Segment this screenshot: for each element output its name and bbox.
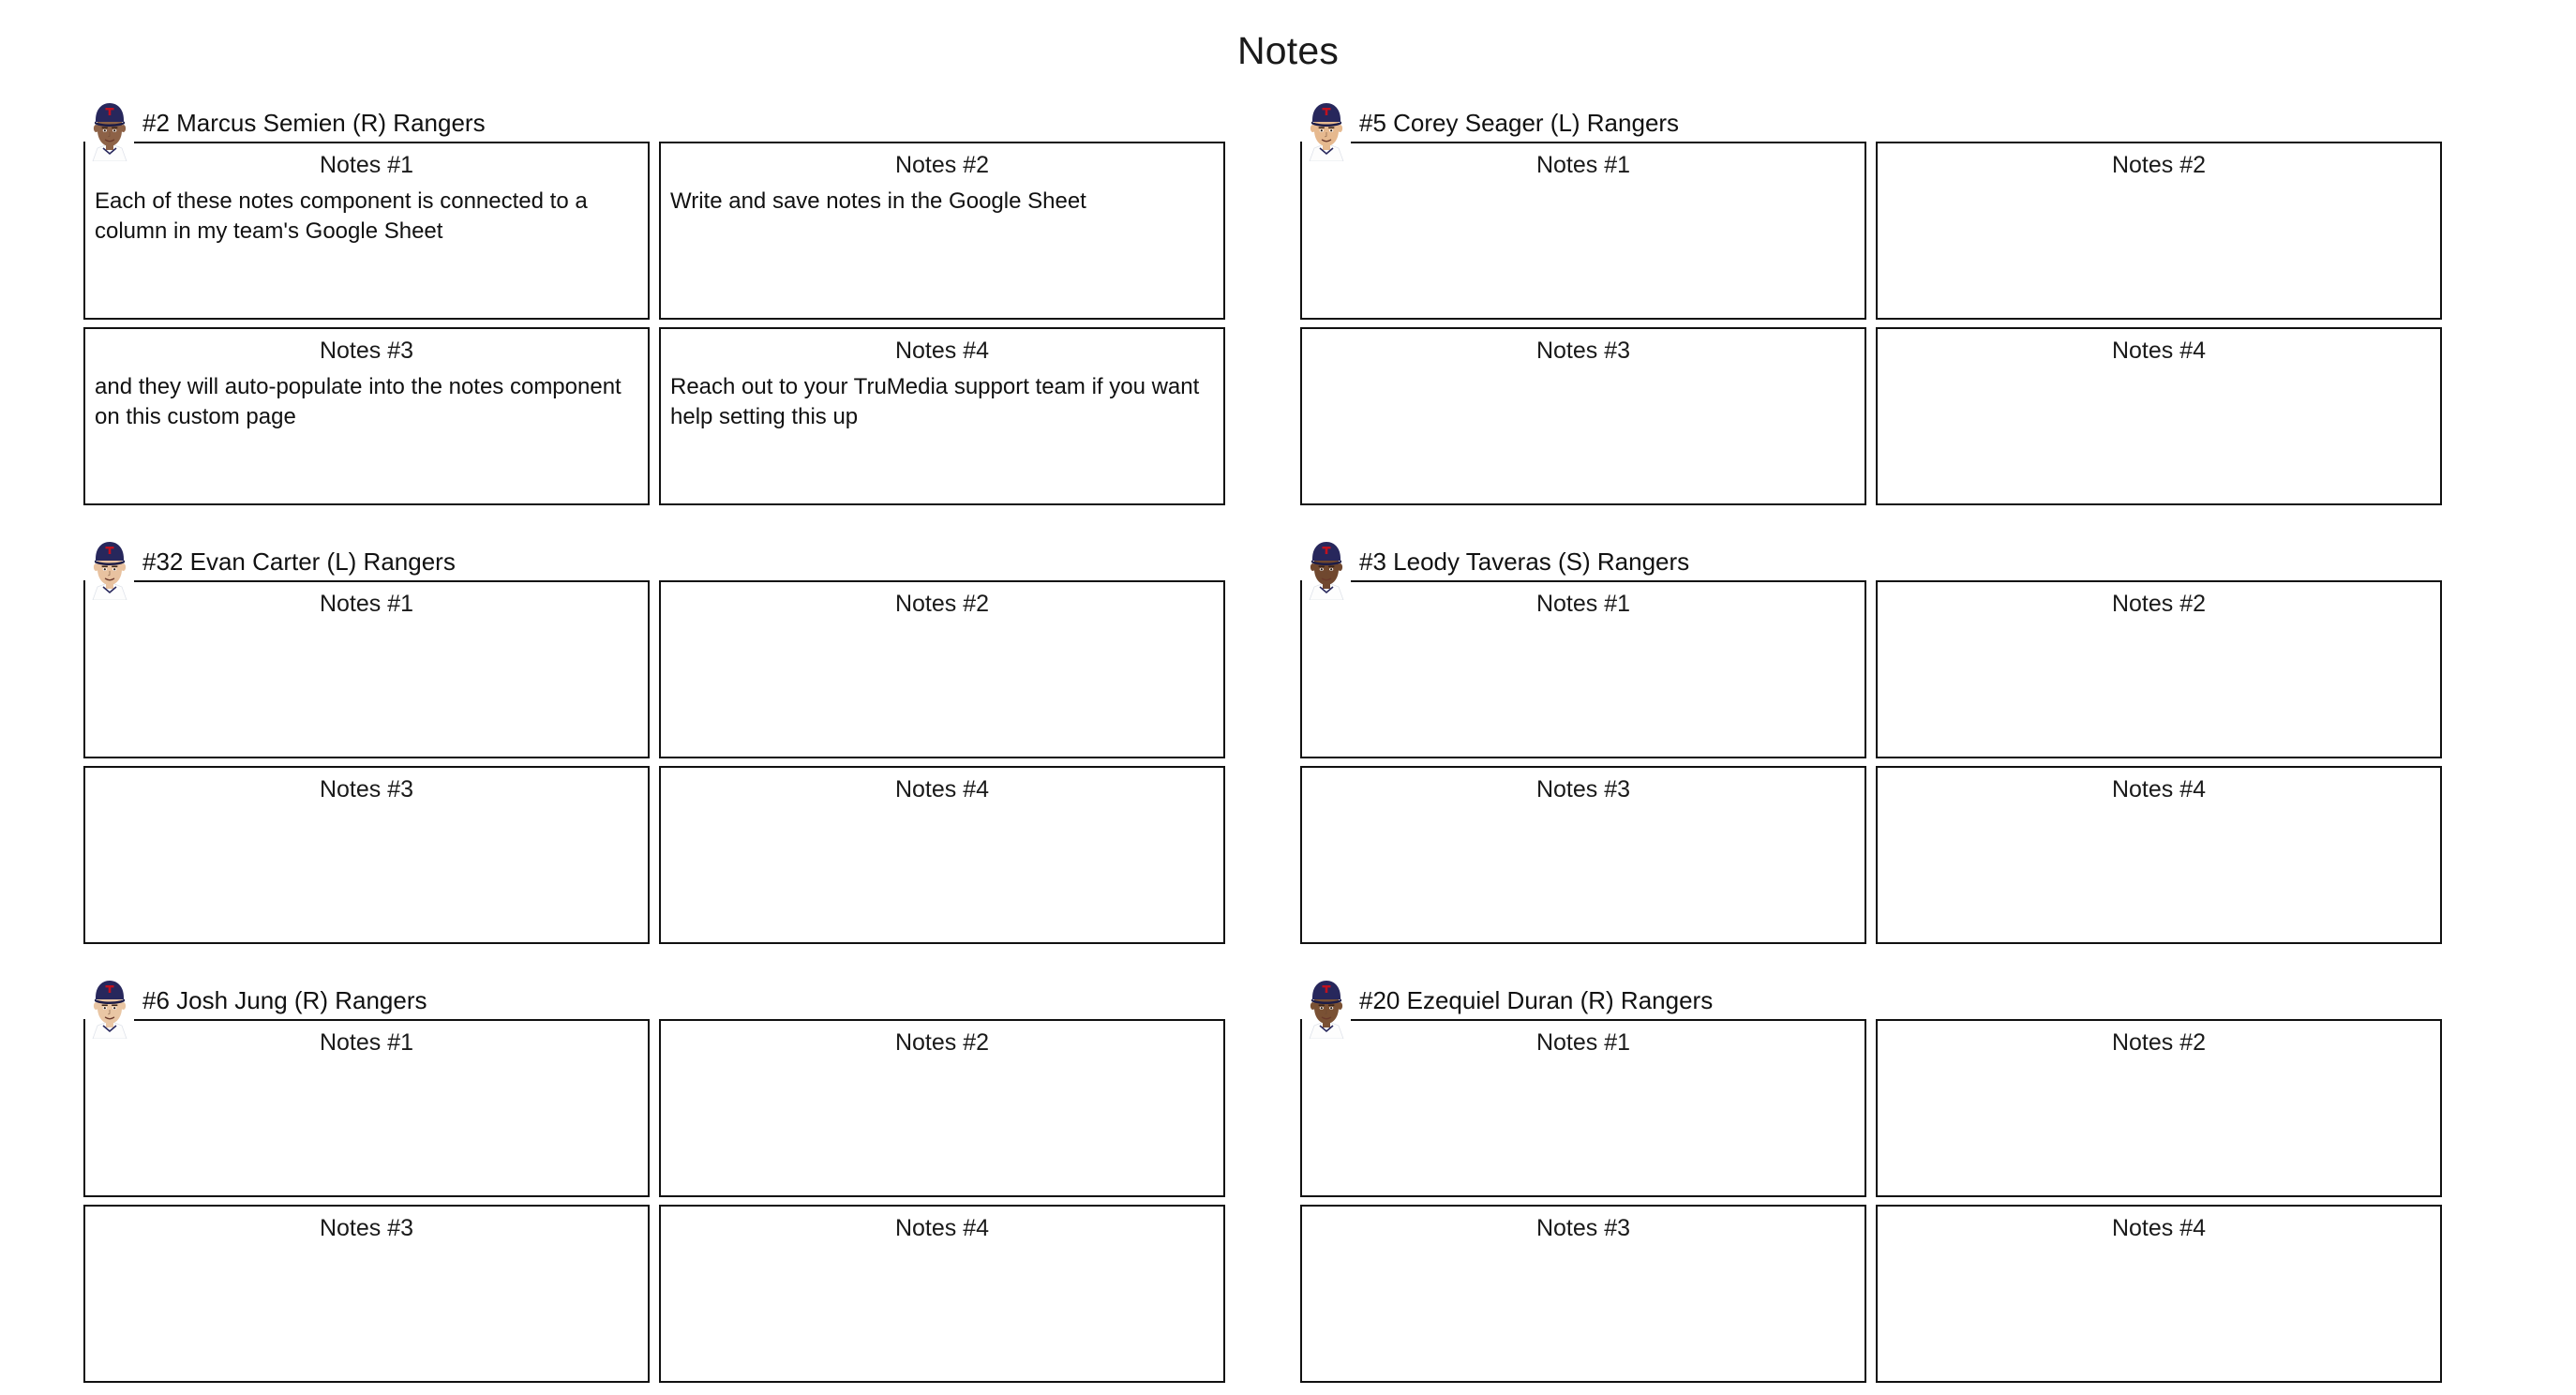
note-title: Notes #4 [2111,338,2207,364]
notes-grid: Notes #1 Notes #2 Notes #3 Notes #4 [1300,142,2463,505]
note-body-text[interactable] [1311,187,1855,188]
note-cell-3[interactable]: Notes #3 [1300,327,1866,505]
player-card: #20 Ezequiel Duran (R) Rangers Notes #1 No… [1300,977,2463,1383]
note-body-text[interactable] [670,1064,1214,1065]
note-body-text[interactable] [1887,811,2431,812]
note-body-text[interactable]: Each of these notes component is connect… [95,188,594,244]
player-cards-grid: #2 Marcus Semien (R) Rangers Notes #1 Each… [83,99,2442,1383]
player-card: #5 Corey Seager (L) Rangers Notes #1 Notes… [1300,99,2463,505]
note-cell-1[interactable]: Notes #1 [1300,142,1866,320]
note-body-text[interactable] [1311,625,1855,626]
note-title: Notes #4 [2111,776,2207,802]
note-title: Notes #1 [1535,152,1631,178]
note-cell-1[interactable]: Notes #1 [83,1019,650,1197]
note-title: Notes #1 [1535,591,1631,617]
note-cell-3[interactable]: Notes #3 [1300,766,1866,944]
note-title: Notes #3 [319,776,414,802]
note-cell-4[interactable]: Notes #4 [1876,327,2442,505]
notes-grid: Notes #1 Notes #2 Notes #3 Notes #4 [1300,1019,2463,1383]
note-title: Notes #2 [2111,1029,2207,1056]
player-header: #3 Leody Taveras (S) Rangers [1300,538,2463,600]
note-cell-2[interactable]: Notes #2 [1876,142,2442,320]
note-body-text[interactable] [95,811,638,812]
note-body-text[interactable] [670,625,1214,626]
note-cell-3[interactable]: Notes #3 [1300,1205,1866,1383]
note-title: Notes #4 [894,338,990,364]
note-body-text[interactable] [1311,372,1855,373]
note-title: Notes #3 [319,1215,414,1241]
player-header: #5 Corey Seager (L) Rangers [1300,99,2463,161]
note-cell-4[interactable]: Notes #4 [659,766,1225,944]
note-title: Notes #4 [2111,1215,2207,1241]
note-cell-2[interactable]: Notes #2 [1876,580,2442,758]
player-card: #32 Evan Carter (L) Rangers Notes #1 Notes… [83,538,1246,944]
player-card: #6 Josh Jung (R) Rangers Notes #1 Notes #2… [83,977,1246,1383]
note-title: Notes #4 [894,1215,990,1241]
note-cell-1[interactable]: Notes #1 [1300,580,1866,758]
player-card: #2 Marcus Semien (R) Rangers Notes #1 Each… [83,99,1246,505]
note-body-text[interactable] [670,811,1214,812]
note-title: Notes #4 [894,776,990,802]
note-body-text[interactable]: and they will auto-populate into the not… [95,373,628,429]
player-header: #6 Josh Jung (R) Rangers [83,977,1246,1039]
note-body-text[interactable]: Write and save notes in the Google Sheet [670,188,1086,214]
note-body-text[interactable] [95,1250,638,1251]
player-name-label: #5 Corey Seager (L) Rangers [1359,109,1680,138]
player-name-label: #20 Ezequiel Duran (R) Rangers [1359,986,1714,1015]
note-title: Notes #3 [319,338,414,364]
note-cell-1[interactable]: Notes #1 Each of these notes component is… [83,142,650,320]
note-body-text[interactable] [95,1064,638,1065]
note-body-text[interactable] [1887,1064,2431,1065]
note-title: Notes #1 [319,1029,414,1056]
notes-grid: Notes #1 Notes #2 Notes #3 Notes #4 [83,580,1246,944]
notes-grid: Notes #1 Notes #2 Notes #3 Notes #4 [83,1019,1246,1383]
player-header: #20 Ezequiel Duran (R) Rangers [1300,977,2463,1039]
note-body-text[interactable] [1887,1250,2431,1251]
note-cell-3[interactable]: Notes #3 and they will auto-populate into… [83,327,650,505]
note-title: Notes #2 [894,1029,990,1056]
note-body-text[interactable] [1887,625,2431,626]
note-title: Notes #3 [1535,776,1631,802]
note-title: Notes #2 [2111,591,2207,617]
note-cell-3[interactable]: Notes #3 [83,1205,650,1383]
note-title: Notes #2 [894,152,990,178]
note-title: Notes #1 [319,152,414,178]
note-cell-2[interactable]: Notes #2 [659,1019,1225,1197]
player-card: #3 Leody Taveras (S) Rangers Notes #1 Note… [1300,538,2463,944]
note-cell-1[interactable]: Notes #1 [83,580,650,758]
player-name-label: #3 Leody Taveras (S) Rangers [1359,548,1690,577]
note-body-text[interactable] [1311,1250,1855,1251]
player-header: #32 Evan Carter (L) Rangers [83,538,1246,600]
note-cell-3[interactable]: Notes #3 [83,766,650,944]
note-body-text[interactable] [1311,1064,1855,1065]
page-title: Notes [1236,29,1340,72]
note-cell-1[interactable]: Notes #1 [1300,1019,1866,1197]
note-title: Notes #1 [319,591,414,617]
note-body-text[interactable] [670,1250,1214,1251]
note-body-text[interactable] [1887,187,2431,188]
note-cell-2[interactable]: Notes #2 Write and save notes in the Goog… [659,142,1225,320]
note-body-text[interactable] [1887,372,2431,373]
note-cell-4[interactable]: Notes #4 [1876,766,2442,944]
note-cell-4[interactable]: Notes #4 Reach out to your TruMedia suppo… [659,327,1225,505]
note-title: Notes #2 [894,591,990,617]
player-name-label: #2 Marcus Semien (R) Rangers [142,109,486,138]
note-body-text[interactable] [1311,811,1855,812]
player-name-label: #6 Josh Jung (R) Rangers [142,986,427,1015]
note-title: Notes #1 [1535,1029,1631,1056]
player-name-label: #32 Evan Carter (L) Rangers [142,548,456,577]
note-title: Notes #3 [1535,1215,1631,1241]
note-body-text[interactable] [95,625,638,626]
note-cell-2[interactable]: Notes #2 [1876,1019,2442,1197]
note-body-text[interactable]: Reach out to your TruMedia support team … [670,373,1206,429]
note-title: Notes #2 [2111,152,2207,178]
note-cell-4[interactable]: Notes #4 [659,1205,1225,1383]
note-cell-4[interactable]: Notes #4 [1876,1205,2442,1383]
note-cell-2[interactable]: Notes #2 [659,580,1225,758]
player-header: #2 Marcus Semien (R) Rangers [83,99,1246,161]
notes-grid: Notes #1 Notes #2 Notes #3 Notes #4 [1300,580,2463,944]
notes-grid: Notes #1 Each of these notes component is… [83,142,1246,505]
note-title: Notes #3 [1535,338,1631,364]
